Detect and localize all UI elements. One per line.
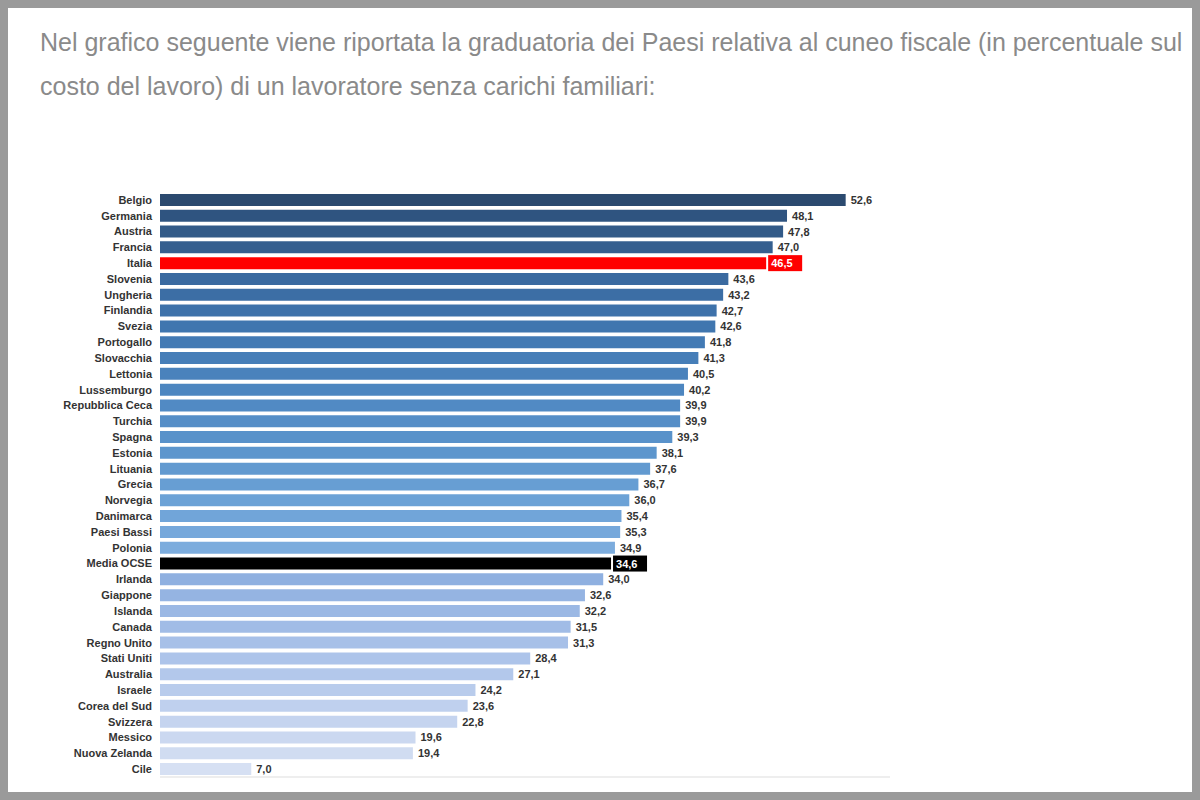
svg-text:35,3: 35,3 bbox=[625, 526, 646, 538]
svg-text:43,6: 43,6 bbox=[733, 273, 754, 285]
svg-text:34,9: 34,9 bbox=[620, 542, 641, 554]
svg-text:Danimarca: Danimarca bbox=[96, 510, 153, 522]
svg-text:35,4: 35,4 bbox=[626, 510, 648, 522]
svg-text:Polonia: Polonia bbox=[112, 542, 153, 554]
svg-text:Slovacchia: Slovacchia bbox=[95, 352, 153, 364]
svg-text:Israele: Israele bbox=[117, 684, 152, 696]
svg-text:Spagna: Spagna bbox=[112, 431, 153, 443]
svg-text:Lettonia: Lettonia bbox=[109, 368, 153, 380]
svg-text:Germania: Germania bbox=[101, 210, 153, 222]
svg-text:40,2: 40,2 bbox=[689, 384, 710, 396]
svg-text:38,1: 38,1 bbox=[662, 447, 683, 459]
svg-text:Norvegia: Norvegia bbox=[105, 494, 153, 506]
svg-text:34,0: 34,0 bbox=[608, 573, 629, 585]
svg-text:Messico: Messico bbox=[109, 731, 153, 743]
svg-text:24,2: 24,2 bbox=[480, 684, 501, 696]
svg-text:40,5: 40,5 bbox=[693, 368, 714, 380]
svg-text:Stati Uniti: Stati Uniti bbox=[101, 652, 152, 664]
svg-text:Svezia: Svezia bbox=[118, 320, 153, 332]
svg-text:Finlandia: Finlandia bbox=[104, 304, 153, 316]
svg-text:34,6: 34,6 bbox=[616, 558, 637, 570]
svg-text:39,3: 39,3 bbox=[677, 431, 698, 443]
svg-text:52,6: 52,6 bbox=[851, 194, 872, 206]
svg-text:Irlanda: Irlanda bbox=[116, 573, 153, 585]
svg-text:Lussemburgo: Lussemburgo bbox=[79, 384, 152, 396]
svg-text:31,5: 31,5 bbox=[576, 621, 597, 633]
svg-text:43,2: 43,2 bbox=[728, 289, 749, 301]
svg-text:41,8: 41,8 bbox=[710, 336, 731, 348]
svg-text:42,7: 42,7 bbox=[722, 305, 743, 317]
svg-text:Austria: Austria bbox=[114, 225, 153, 237]
svg-text:Media OCSE: Media OCSE bbox=[87, 557, 152, 569]
svg-text:Paesi Bassi: Paesi Bassi bbox=[91, 526, 152, 538]
svg-text:28,4: 28,4 bbox=[535, 652, 557, 664]
svg-text:Cile: Cile bbox=[132, 763, 152, 775]
svg-text:Slovenia: Slovenia bbox=[107, 273, 153, 285]
svg-text:23,6: 23,6 bbox=[473, 700, 494, 712]
svg-text:Islanda: Islanda bbox=[114, 605, 153, 617]
svg-text:32,2: 32,2 bbox=[585, 605, 606, 617]
svg-text:42,6: 42,6 bbox=[720, 320, 741, 332]
svg-text:31,3: 31,3 bbox=[573, 637, 594, 649]
svg-text:Italia: Italia bbox=[127, 257, 153, 269]
svg-text:39,9: 39,9 bbox=[685, 399, 706, 411]
svg-text:Turchia: Turchia bbox=[113, 415, 153, 427]
svg-text:Australia: Australia bbox=[105, 668, 153, 680]
svg-text:19,4: 19,4 bbox=[418, 747, 440, 759]
svg-text:Estonia: Estonia bbox=[112, 447, 153, 459]
svg-text:Grecia: Grecia bbox=[118, 478, 153, 490]
svg-text:Nuova Zelanda: Nuova Zelanda bbox=[74, 747, 153, 759]
svg-text:Canada: Canada bbox=[112, 621, 153, 633]
svg-text:Giappone: Giappone bbox=[101, 589, 152, 601]
svg-text:36,7: 36,7 bbox=[643, 478, 664, 490]
svg-text:Francia: Francia bbox=[113, 241, 153, 253]
svg-text:19,6: 19,6 bbox=[421, 731, 442, 743]
svg-text:48,1: 48,1 bbox=[792, 210, 813, 222]
svg-text:27,1: 27,1 bbox=[518, 668, 539, 680]
html-text:Nel grafico seguente viene rip: Nel grafico seguente viene riportata la … bbox=[40, 28, 1183, 100]
svg-text:46,5: 46,5 bbox=[771, 257, 792, 269]
svg-text:47,8: 47,8 bbox=[788, 226, 809, 238]
svg-text:36,0: 36,0 bbox=[634, 494, 655, 506]
svg-text:32,6: 32,6 bbox=[590, 589, 611, 601]
svg-text:Regno Unito: Regno Unito bbox=[87, 637, 153, 649]
svg-text:Repubblica Ceca: Repubblica Ceca bbox=[63, 399, 153, 411]
svg-text:47,0: 47,0 bbox=[778, 241, 799, 253]
svg-text:37,6: 37,6 bbox=[655, 463, 676, 475]
svg-text:22,8: 22,8 bbox=[462, 716, 483, 728]
svg-text:Ungheria: Ungheria bbox=[104, 289, 153, 301]
svg-text:Belgio: Belgio bbox=[118, 194, 152, 206]
svg-text:39,9: 39,9 bbox=[685, 415, 706, 427]
svg-text:41,3: 41,3 bbox=[703, 352, 724, 364]
svg-text:Lituania: Lituania bbox=[110, 463, 153, 475]
svg-text:Svizzera: Svizzera bbox=[108, 716, 153, 728]
svg-text:Corea del Sud: Corea del Sud bbox=[78, 700, 152, 712]
svg-text:7,0: 7,0 bbox=[256, 763, 271, 775]
svg-text:Portogallo: Portogallo bbox=[98, 336, 153, 348]
